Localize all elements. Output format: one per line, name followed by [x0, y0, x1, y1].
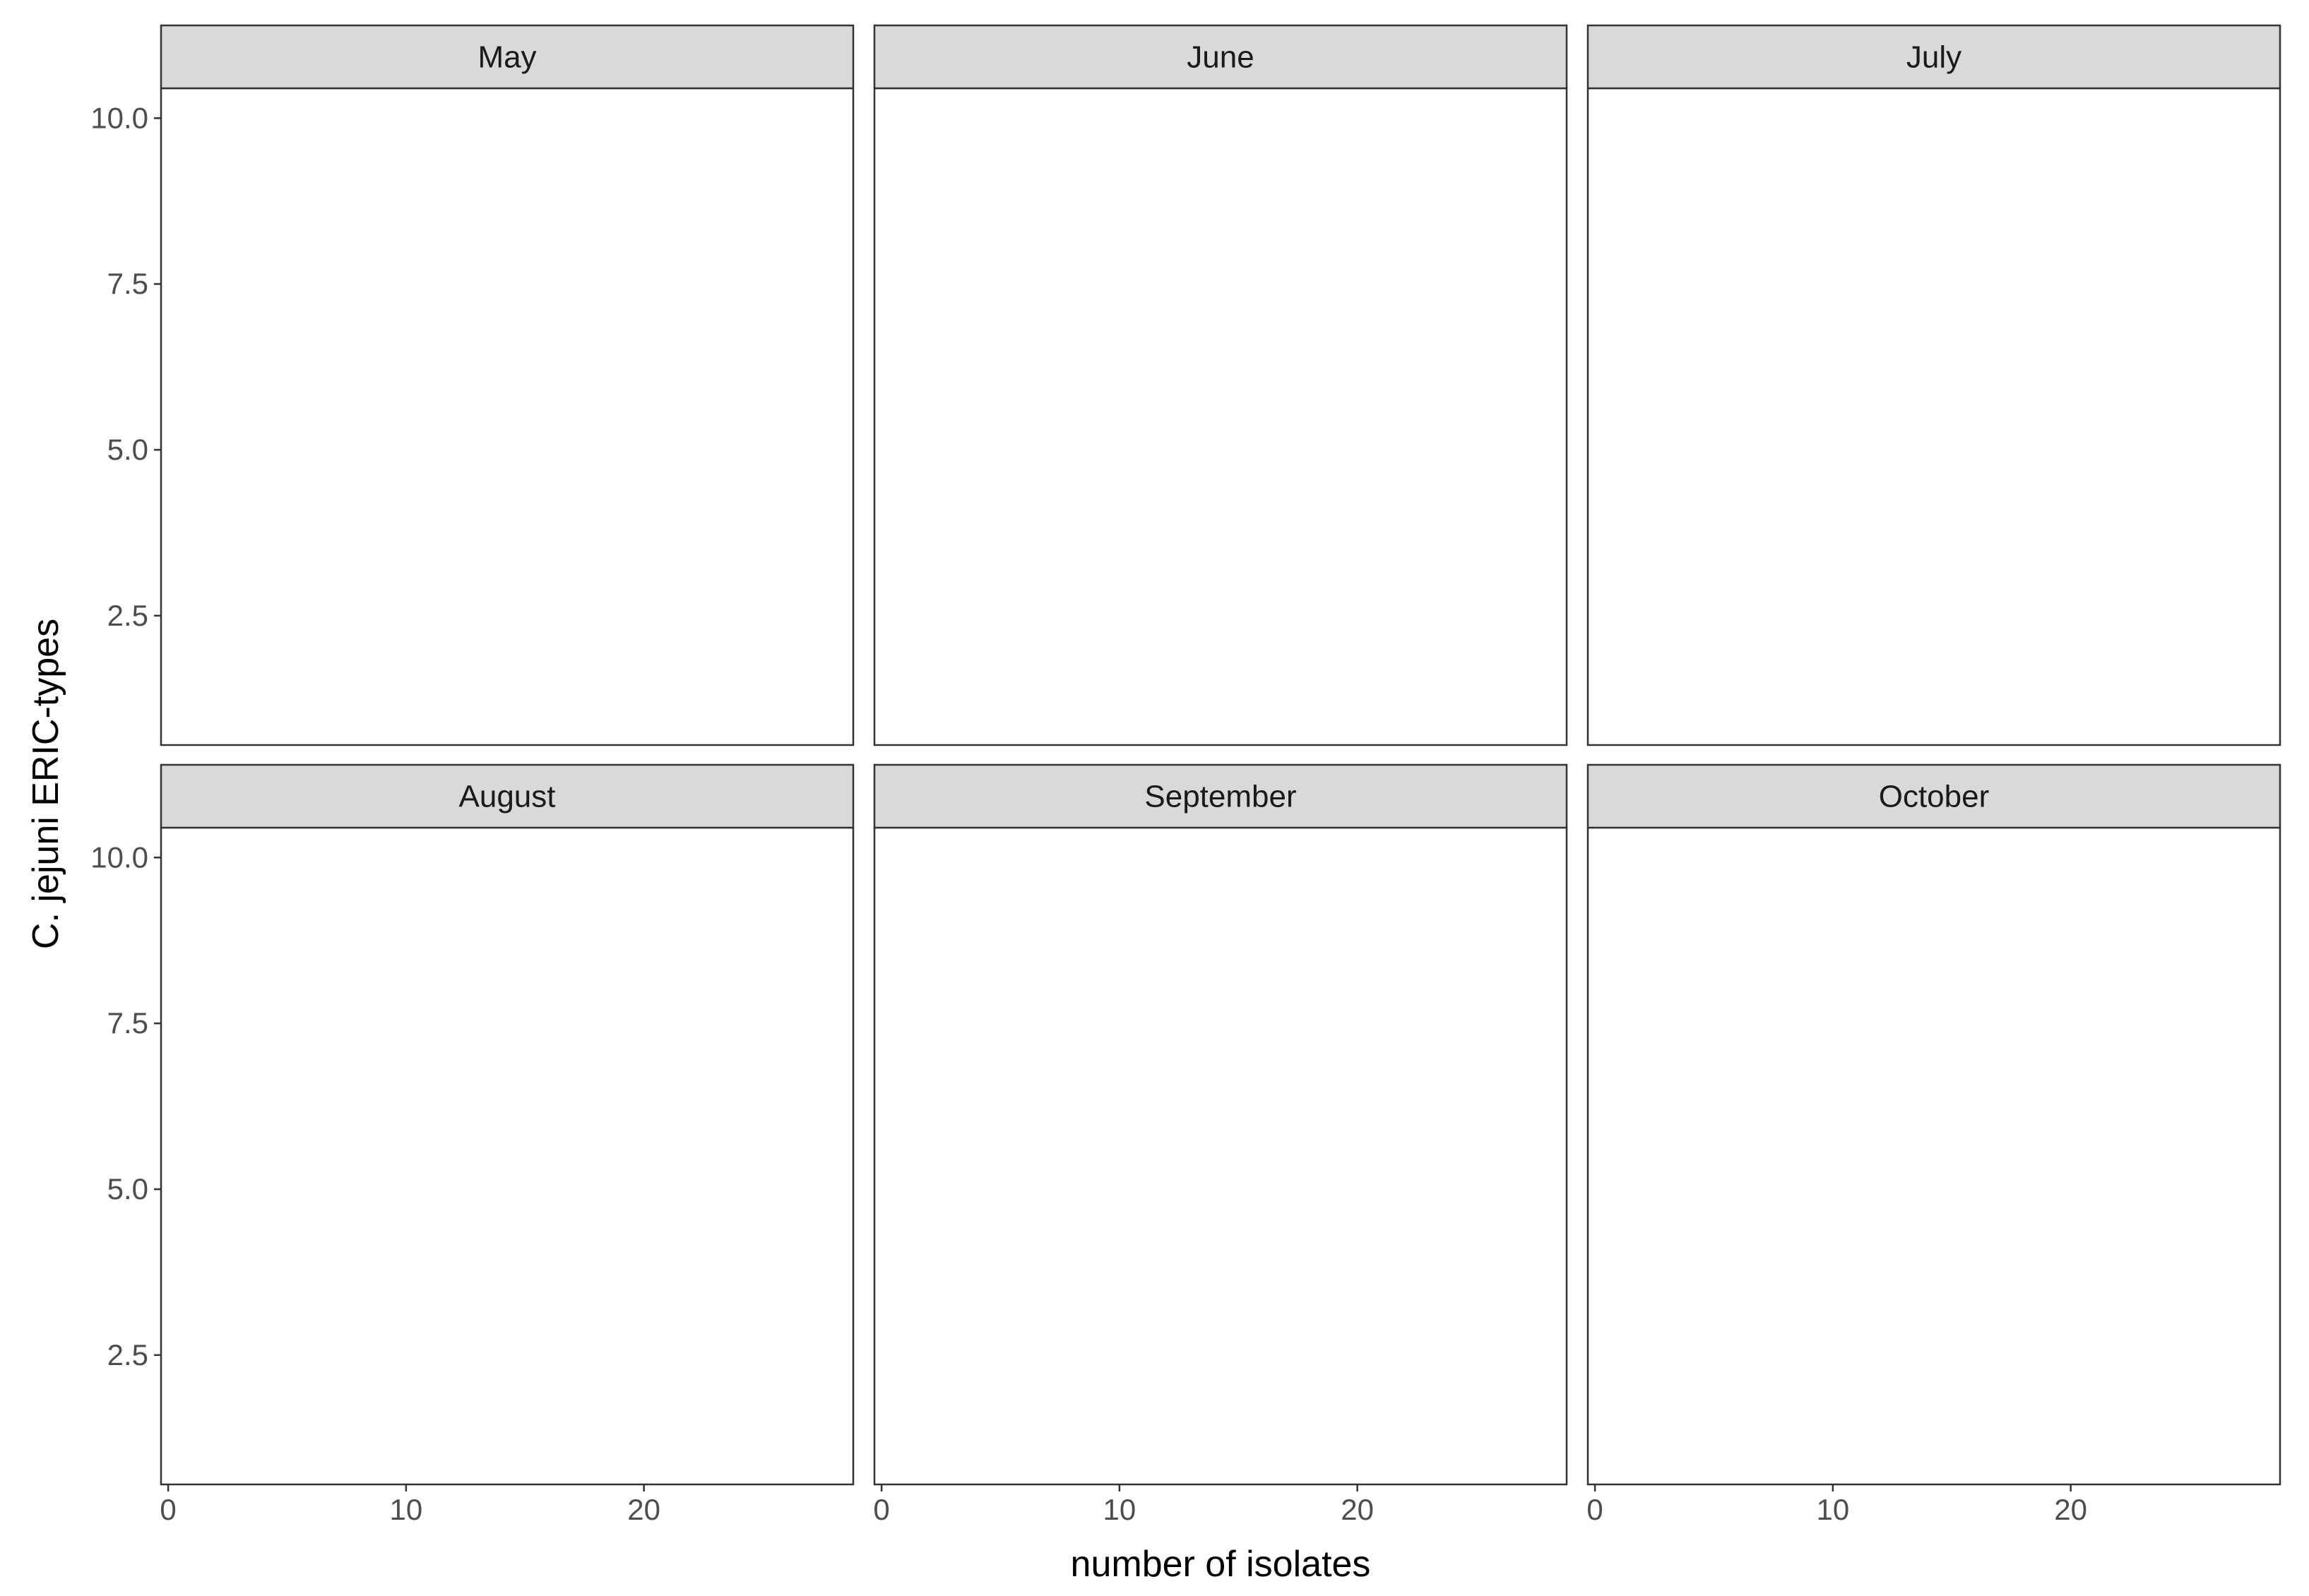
facet-panel: July [1586, 24, 2281, 746]
x-tick-label: 10 [1103, 1493, 1136, 1526]
x-tick-label: 20 [1341, 1493, 1374, 1526]
y-tick-label: 10.0 [90, 101, 148, 134]
y-tick-label: 2.5 [107, 599, 148, 632]
y-axis-title: C. jejuni ERIC-types [25, 619, 66, 949]
facet-strip [873, 24, 1568, 90]
facet-strip-label: September [1144, 780, 1296, 814]
facet-strip [160, 24, 855, 90]
facet-panel: September 0 10 20 [873, 763, 1568, 1526]
x-tick-label: 10 [1817, 1493, 1850, 1526]
facet-panel: October 0 10 20 [1586, 763, 2281, 1526]
facet-panel: June [873, 24, 1568, 746]
facet-strip-label: October [1879, 780, 1990, 814]
x-tick-label: 0 [1586, 1493, 1603, 1526]
panel-border [873, 826, 1568, 1486]
facet-strip-label: May [477, 40, 536, 75]
x-tick-label: 0 [873, 1493, 889, 1526]
panel-border [1586, 826, 2281, 1486]
y-tick-label: 5.0 [107, 433, 148, 466]
panel-border [1586, 87, 2281, 746]
facet-strip-label: August [459, 780, 556, 814]
y-tick-label: 5.0 [107, 1172, 148, 1205]
facet-strip [160, 763, 855, 829]
facet-strip-label: June [1187, 40, 1254, 75]
facet-panel: May 2.5 5.0 7.5 10.0 [90, 24, 855, 746]
x-tick-label: 20 [627, 1493, 660, 1526]
panel-border [160, 87, 855, 746]
y-tick-label: 7.5 [107, 1006, 148, 1040]
facet-strip [1586, 763, 2281, 829]
x-axis-title: number of isolates [1071, 1544, 1371, 1585]
x-tick-label: 0 [160, 1493, 176, 1526]
facet-panel: August 2.5 5.0 7.5 10.0 0 10 20 [90, 763, 855, 1526]
facet-strip-label: July [1906, 40, 1961, 75]
facet-strip [1586, 24, 2281, 90]
facet-strip [873, 763, 1568, 829]
panel-border [873, 87, 1568, 746]
facet-panels: May 2.5 5.0 7.5 10.0 June July August 2.5 5.0 7.5 1… [90, 24, 2281, 1526]
y-tick-label: 2.5 [107, 1338, 148, 1371]
y-tick-label: 10.0 [90, 840, 148, 874]
y-tick-label: 7.5 [107, 267, 148, 300]
x-tick-label: 10 [390, 1493, 423, 1526]
panel-border [160, 826, 855, 1486]
x-tick-label: 20 [2054, 1493, 2087, 1526]
